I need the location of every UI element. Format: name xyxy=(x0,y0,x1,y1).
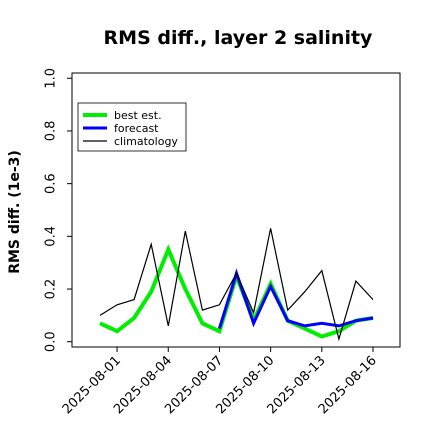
y-axis: 0.0 0.2 0.4 0.6 0.8 1.0 xyxy=(44,68,72,352)
chart-title: RMS diff., layer 2 salinity xyxy=(104,27,374,49)
y-tick-label: 0.6 xyxy=(44,173,59,194)
y-tick-label: 1.0 xyxy=(44,68,59,89)
legend-label: climatology xyxy=(114,135,178,148)
y-tick-label: 0.2 xyxy=(44,279,59,300)
legend-label: best est. xyxy=(114,109,162,122)
y-tick-label: 0.4 xyxy=(44,226,59,247)
y-tick-label: 0.8 xyxy=(44,121,59,142)
x-axis: 2025-08-012025-08-042025-08-072025-08-10… xyxy=(60,347,380,417)
series-lines xyxy=(99,228,374,342)
legend-label: forecast xyxy=(114,122,159,135)
y-tick-label: 0.0 xyxy=(44,331,59,352)
plot-area-frame xyxy=(71,72,401,348)
y-axis-label: RMS diff. (1e-3) xyxy=(7,150,23,274)
series-line-2 xyxy=(99,228,374,342)
series-line-1 xyxy=(217,268,374,330)
